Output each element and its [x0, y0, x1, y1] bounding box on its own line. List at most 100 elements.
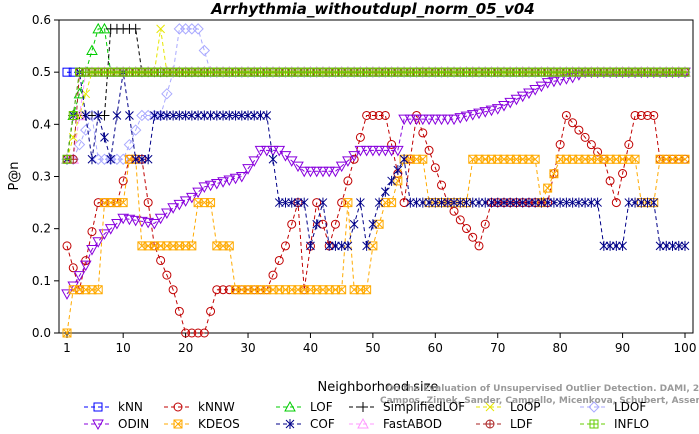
knnw-point	[455, 215, 465, 225]
x-tick-label: 90	[615, 341, 630, 355]
legend-item-odin: ODIN	[84, 417, 149, 431]
legend-marker-knnw	[173, 402, 183, 412]
odin-point	[535, 81, 548, 93]
odin-point	[298, 166, 311, 178]
knnw-point	[156, 255, 166, 265]
series-kdeos	[62, 154, 690, 338]
lof-point	[86, 44, 98, 56]
odin-point	[348, 151, 361, 162]
legend-label-knn: kNN	[118, 400, 143, 414]
odin-point	[98, 229, 111, 240]
odin-point	[523, 88, 535, 100]
odin-point	[123, 214, 136, 226]
legend-label-loop: LoOP	[510, 400, 541, 414]
cof-point	[424, 197, 434, 208]
cof-point	[212, 110, 222, 121]
knnw-point	[630, 110, 640, 120]
cof-point	[537, 197, 546, 208]
cof-point	[343, 240, 353, 251]
odin-line	[66, 71, 685, 295]
cof-point	[312, 219, 322, 230]
knnw-point	[62, 241, 72, 251]
kdeos-point	[337, 285, 347, 295]
cof-point	[243, 110, 253, 121]
odin-point	[242, 164, 254, 175]
credit-line-2: Campos, Zimek, Sander, Campello, Micenko…	[380, 396, 699, 406]
odin-point	[460, 111, 473, 123]
legend-marker-cof	[285, 419, 295, 429]
legend-label-ldof: LDOF	[614, 400, 646, 414]
knnw-point	[611, 198, 621, 208]
odin-point	[192, 187, 204, 199]
ldof-point	[123, 138, 136, 151]
ldof-point	[198, 44, 211, 57]
simplifiedlof-point	[99, 110, 110, 121]
x-tick-label: 50	[365, 341, 380, 355]
odin-point	[529, 85, 542, 96]
cof-point	[287, 197, 297, 208]
knnw-point	[618, 169, 628, 179]
cof-point	[187, 110, 197, 121]
odin-point	[448, 114, 460, 126]
cof-point	[125, 110, 134, 121]
odin-point	[273, 145, 286, 157]
knnw-point	[268, 270, 278, 280]
x-tick-label: 10	[116, 341, 131, 355]
cof-point	[655, 240, 665, 251]
cof-point	[168, 110, 178, 121]
x-tick-label: 30	[240, 341, 255, 355]
odin-point	[204, 180, 217, 192]
loop-point	[156, 24, 165, 34]
odin-point	[229, 173, 242, 185]
cof-point	[112, 110, 122, 121]
legend-item-lof: LOF	[276, 400, 333, 414]
cof-point	[418, 197, 428, 208]
odin-point	[548, 76, 560, 88]
odin-point	[329, 166, 342, 178]
cof-point	[150, 110, 159, 121]
cof-point	[661, 240, 671, 251]
series-lof	[61, 22, 691, 164]
kdeos-point	[530, 154, 540, 164]
kdeos-point	[393, 176, 403, 186]
cof-point	[306, 240, 315, 251]
cof-point	[199, 110, 209, 121]
odin-point	[342, 156, 354, 167]
cof-point	[587, 197, 596, 208]
x-tick-label: 1	[63, 341, 71, 355]
ldof-line	[67, 28, 685, 160]
ldof-point	[117, 153, 129, 165]
odin-point	[379, 145, 392, 157]
odin-point	[198, 182, 211, 193]
cof-point	[474, 197, 484, 208]
cof-point	[674, 240, 684, 251]
cof-point	[362, 240, 371, 251]
series-cof	[62, 67, 690, 251]
kdeos-point	[549, 169, 559, 179]
kdeos-point	[368, 241, 378, 251]
cof-point	[131, 154, 141, 165]
knnw-point	[337, 198, 347, 208]
legend-marker-fastabod	[357, 417, 369, 429]
odin-point	[429, 114, 442, 126]
odin-point	[398, 114, 410, 126]
cof-point	[356, 197, 365, 208]
x-axis-label: Neighborhood size	[318, 380, 439, 395]
knnw-point	[187, 328, 197, 338]
odin-point	[367, 145, 379, 157]
odin-point	[410, 114, 423, 126]
legend-item-fastabod: FastABOD	[349, 417, 442, 431]
cof-point	[580, 197, 590, 208]
legend-item-knn: kNN	[84, 400, 143, 414]
knnw-point	[181, 328, 191, 338]
odin-point	[391, 145, 404, 157]
knnw-point	[212, 285, 222, 295]
x-tick-label: 40	[303, 341, 318, 355]
cof-point	[387, 175, 396, 186]
odin-point	[154, 213, 167, 225]
cof-point	[268, 154, 278, 165]
y-tick-label: 0.2	[32, 222, 51, 236]
knnw-point	[280, 241, 290, 251]
cof-point	[568, 197, 577, 208]
odin-point	[235, 172, 248, 183]
